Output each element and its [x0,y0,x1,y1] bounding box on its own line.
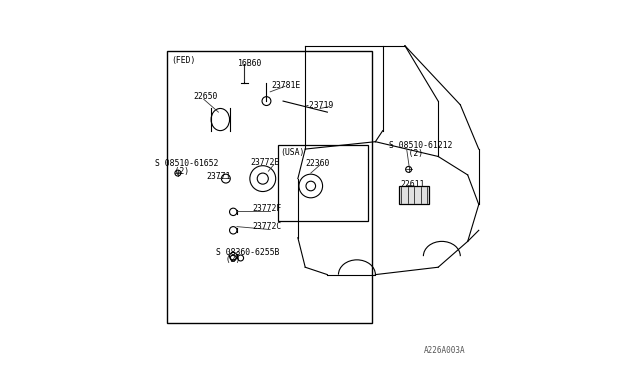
Text: (USA): (USA) [280,148,305,157]
Text: 16B60: 16B60 [238,59,262,68]
Text: 22611: 22611 [401,180,425,189]
Text: -23719: -23719 [304,101,333,110]
Text: (2): (2) [389,149,424,158]
Text: (2): (2) [155,167,189,176]
Text: S 08360-6255B: S 08360-6255B [216,248,279,257]
Text: 23772C: 23772C [253,222,282,231]
Bar [167,51,372,323]
Text: S 08510-61652: S 08510-61652 [155,159,218,169]
Text: 22360: 22360 [305,158,330,168]
Text: 22650: 22650 [194,92,218,101]
Text: 23771: 23771 [206,172,230,181]
Bar [278,145,368,221]
Bar [399,186,429,205]
Text: 23772F: 23772F [253,203,282,213]
Text: S 08510-61212: S 08510-61212 [389,141,452,150]
Text: A226A003A: A226A003A [424,346,465,355]
Text: (2): (2) [216,255,240,264]
Text: (FED): (FED) [172,56,196,65]
Text: 23781E: 23781E [271,81,301,90]
Text: 23772E: 23772E [251,157,280,167]
